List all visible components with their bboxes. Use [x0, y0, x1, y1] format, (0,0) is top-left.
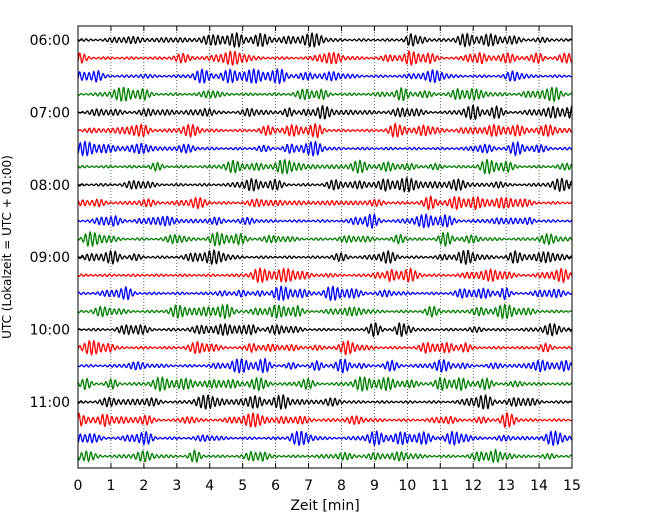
- seismogram-trace: [77, 375, 573, 393]
- seismogram-trace: [77, 429, 573, 447]
- seismogram-trace: [77, 249, 573, 266]
- x-axis-label: Zeit [min]: [290, 498, 359, 514]
- seismogram-trace: [77, 31, 573, 49]
- seismogram-trace: [77, 104, 573, 121]
- x-tick-label: 3: [172, 478, 181, 494]
- x-tick-label: 13: [497, 478, 515, 494]
- seismogram-trace: [77, 67, 573, 85]
- seismogram-trace: [77, 86, 573, 103]
- x-tick-label: 5: [238, 478, 247, 494]
- x-axis-ticks: 0 1 2 3 4 5 6 7 8 9 10 11 12 13 14 15: [74, 26, 581, 494]
- seismogram-trace: [77, 213, 573, 230]
- y-tick-label: 08:00: [30, 178, 70, 194]
- seismogram-trace: [77, 321, 573, 338]
- seismogram-trace: [77, 195, 573, 211]
- seismogram-trace: [77, 267, 573, 284]
- seismogram-trace: [77, 158, 573, 175]
- x-tick-label: 14: [530, 478, 548, 494]
- seismogram-trace: [77, 140, 572, 157]
- seismogram-traces: [77, 31, 573, 464]
- seismogram-trace: [77, 122, 573, 139]
- x-tick-label: 10: [398, 478, 416, 494]
- x-tick-label: 8: [337, 478, 346, 494]
- seismogram-trace: [77, 357, 573, 374]
- x-tick-label: 0: [74, 478, 83, 494]
- seismogram-trace: [77, 49, 573, 67]
- x-tick-label: 11: [431, 478, 449, 494]
- seismogram-trace: [77, 448, 573, 464]
- y-tick-label: 07:00: [30, 105, 70, 121]
- x-tick-label: 15: [563, 478, 581, 494]
- seismogram-trace: [77, 394, 573, 411]
- y-tick-label: 06:00: [30, 33, 70, 49]
- x-tick-label: 1: [106, 478, 115, 494]
- x-tick-label: 4: [205, 478, 214, 494]
- seismogram-trace: [77, 411, 573, 429]
- y-tick-label: 10:00: [30, 323, 70, 339]
- y-tick-label: 11:00: [30, 395, 70, 411]
- x-tick-label: 9: [370, 478, 379, 494]
- seismogram-trace: [77, 339, 573, 356]
- y-tick-label: 09:00: [30, 250, 70, 266]
- y-axis-ticks: 06:00 07:00 08:00 09:00 10:00 11:00: [30, 33, 572, 411]
- seismogram-trace: [77, 230, 573, 248]
- x-tick-label: 7: [304, 478, 313, 494]
- y-axis-label: UTC (Lokalzeit = UTC + 01:00): [0, 155, 14, 339]
- seismogram-trace: [77, 303, 573, 320]
- seismogram-trace: [77, 176, 573, 193]
- seismogram-trace: [77, 285, 573, 302]
- x-tick-label: 2: [139, 478, 148, 494]
- x-tick-label: 12: [464, 478, 482, 494]
- plot-frame: [77, 25, 573, 469]
- x-tick-label: 6: [271, 478, 280, 494]
